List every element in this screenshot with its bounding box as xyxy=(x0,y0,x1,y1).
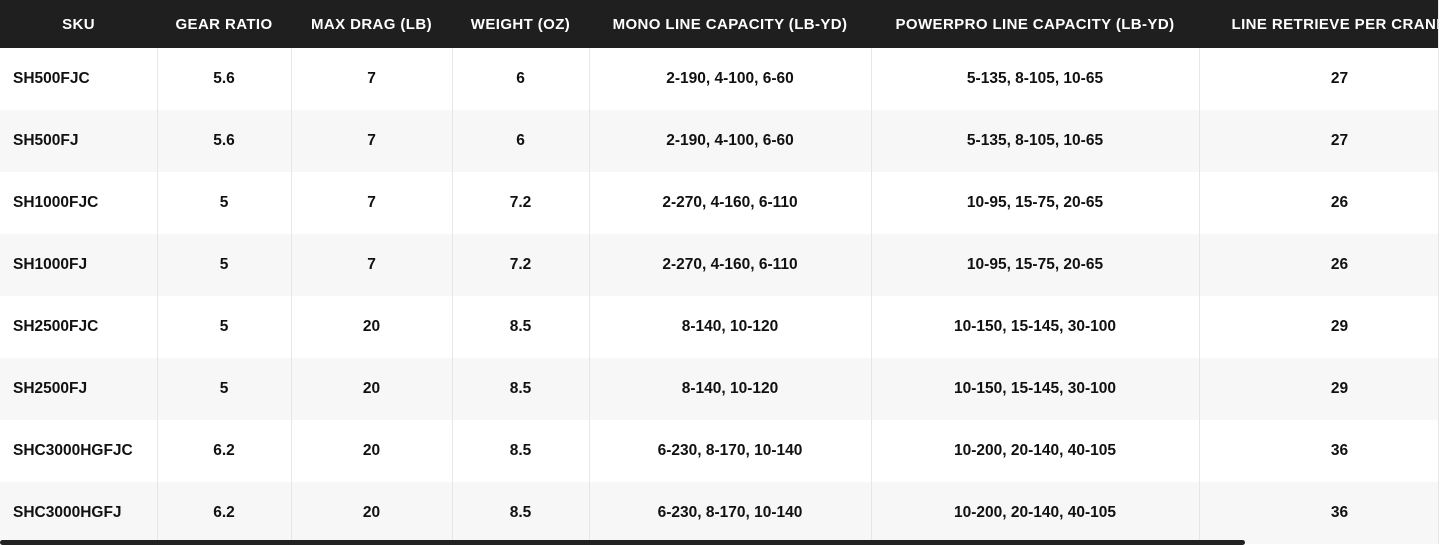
sku-cell: SH500FJ xyxy=(0,110,158,172)
table-cell: 20 xyxy=(291,420,453,482)
table-cell: 5.6 xyxy=(157,110,292,172)
table-cell: 20 xyxy=(291,296,453,358)
table-row: SH2500FJC 5 20 8.5 8-140, 10-120 10-150, 15-1… xyxy=(0,296,1438,358)
table-cell: 36 xyxy=(1199,482,1438,544)
table-cell: 5 xyxy=(157,296,292,358)
table-row: SH500FJ 5.6 7 6 2-190, 4-100, 6-60 5-135, 8-1… xyxy=(0,110,1438,172)
column-header: LINE RETRIEVE PER CRANK xyxy=(1199,0,1438,48)
table-cell: 6-230, 8-170, 10-140 xyxy=(589,420,872,482)
table-cell: 6.2 xyxy=(157,420,292,482)
table-cell: 10-200, 20-140, 40-105 xyxy=(871,420,1200,482)
table-cell: 8.5 xyxy=(452,296,590,358)
sku-cell: SH2500FJ xyxy=(0,358,158,420)
table-cell: 8.5 xyxy=(452,482,590,544)
table-cell: 7 xyxy=(291,172,453,234)
table-cell: 7.2 xyxy=(452,234,590,296)
table-cell: 26 xyxy=(1199,234,1438,296)
table-cell: 5.6 xyxy=(157,48,292,110)
table-cell: 8.5 xyxy=(452,358,590,420)
table-right-edge xyxy=(1438,0,1445,544)
table-cell: 2-270, 4-160, 6-110 xyxy=(589,234,872,296)
table-cell: 27 xyxy=(1199,110,1438,172)
table-row: SH1000FJC 5 7 7.2 2-270, 4-160, 6-110 10-95, … xyxy=(0,172,1438,234)
table-cell: 7 xyxy=(291,234,453,296)
table-cell: 6 xyxy=(452,48,590,110)
table-cell: 27 xyxy=(1199,48,1438,110)
table-cell: 7 xyxy=(291,48,453,110)
sku-cell: SH1000FJC xyxy=(0,172,158,234)
table-cell: 2-190, 4-100, 6-60 xyxy=(589,48,872,110)
table-cell: 5 xyxy=(157,234,292,296)
table-cell: 29 xyxy=(1199,358,1438,420)
table-cell: 2-270, 4-160, 6-110 xyxy=(589,172,872,234)
table-cell: 2-190, 4-100, 6-60 xyxy=(589,110,872,172)
table-row: SHC3000HGFJC 6.2 20 8.5 6-230, 8-170, 10-140… xyxy=(0,420,1438,482)
column-header: SKU xyxy=(0,0,157,48)
column-header: GEAR RATIO xyxy=(157,0,291,48)
table-cell: 5 xyxy=(157,358,292,420)
table-cell: 7.2 xyxy=(452,172,590,234)
sku-cell: SH2500FJC xyxy=(0,296,158,358)
table-cell: 6 xyxy=(452,110,590,172)
table-cell: 10-95, 15-75, 20-65 xyxy=(871,234,1200,296)
table-cell: 29 xyxy=(1199,296,1438,358)
table-row: SH1000FJ 5 7 7.2 2-270, 4-160, 6-110 10-95, 1… xyxy=(0,234,1438,296)
column-header: MAX DRAG (LB) xyxy=(291,0,452,48)
table-cell: 5 xyxy=(157,172,292,234)
sku-cell: SHC3000HGFJ xyxy=(0,482,158,544)
table-row: SH500FJC 5.6 7 6 2-190, 4-100, 6-60 5-135, 8-… xyxy=(0,48,1438,110)
table-row: SH2500FJ 5 20 8.5 8-140, 10-120 10-150, 15-14… xyxy=(0,358,1438,420)
table-cell: 8-140, 10-120 xyxy=(589,358,872,420)
sku-cell: SH500FJC xyxy=(0,48,158,110)
table-header-row: SKU GEAR RATIO MAX DRAG (LB) WEIGHT (OZ) MON… xyxy=(0,0,1438,48)
table-cell: 10-150, 15-145, 30-100 xyxy=(871,358,1200,420)
column-header: POWERPRO LINE CAPACITY (LB-YD) xyxy=(871,0,1199,48)
table-cell: 8.5 xyxy=(452,420,590,482)
column-header: MONO LINE CAPACITY (LB-YD) xyxy=(589,0,871,48)
table-row: SHC3000HGFJ 6.2 20 8.5 6-230, 8-170, 10-140 1… xyxy=(0,482,1438,544)
table-cell: 20 xyxy=(291,482,453,544)
table-cell: 26 xyxy=(1199,172,1438,234)
table-cell: 5-135, 8-105, 10-65 xyxy=(871,48,1200,110)
horizontal-scrollbar[interactable] xyxy=(0,540,1245,545)
sku-cell: SH1000FJ xyxy=(0,234,158,296)
table-cell: 8-140, 10-120 xyxy=(589,296,872,358)
table-cell: 6.2 xyxy=(157,482,292,544)
table-cell: 10-200, 20-140, 40-105 xyxy=(871,482,1200,544)
table-cell: 5-135, 8-105, 10-65 xyxy=(871,110,1200,172)
table-cell: 10-150, 15-145, 30-100 xyxy=(871,296,1200,358)
table-cell: 7 xyxy=(291,110,453,172)
sku-cell: SHC3000HGFJC xyxy=(0,420,158,482)
table-cell: 10-95, 15-75, 20-65 xyxy=(871,172,1200,234)
column-header: WEIGHT (OZ) xyxy=(452,0,589,48)
table-cell: 6-230, 8-170, 10-140 xyxy=(589,482,872,544)
table-cell: 20 xyxy=(291,358,453,420)
table-cell: 36 xyxy=(1199,420,1438,482)
